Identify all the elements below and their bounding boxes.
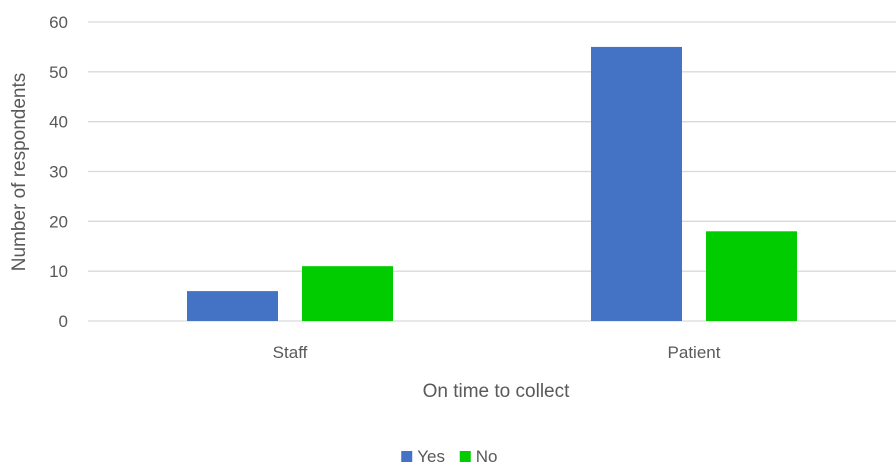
legend-swatch-no: [459, 451, 471, 462]
x-tick-label-staff: Staff: [273, 343, 308, 362]
y-tick-label-0: 0: [59, 312, 68, 331]
y-axis-tick-labels: 0 10 20 30 40 50 60: [49, 13, 68, 331]
gridlines: [88, 21, 896, 322]
y-tick-label-10: 10: [49, 262, 68, 281]
legend: Yes No: [401, 447, 497, 466]
legend-swatch-yes: [401, 451, 413, 462]
y-tick-label-50: 50: [49, 63, 68, 82]
x-tick-label-patient: Patient: [668, 343, 721, 362]
y-tick-label-30: 30: [49, 163, 68, 182]
y-axis-title: Number of respondents: [9, 73, 30, 272]
legend-label-no: No: [476, 447, 498, 466]
bar-patient-yes: [591, 46, 682, 322]
bar-staff-no: [302, 266, 393, 321]
y-tick-label-40: 40: [49, 113, 68, 132]
bar-staff-yes: [187, 291, 278, 321]
bar-patient-no: [706, 231, 797, 321]
bars: [187, 46, 797, 322]
x-axis-tick-labels: Staff Patient: [273, 343, 721, 362]
x-axis-title: On time to collect: [423, 381, 570, 402]
y-tick-label-60: 60: [49, 13, 68, 32]
legend-label-yes: Yes: [417, 447, 445, 466]
y-tick-label-20: 20: [49, 212, 68, 231]
